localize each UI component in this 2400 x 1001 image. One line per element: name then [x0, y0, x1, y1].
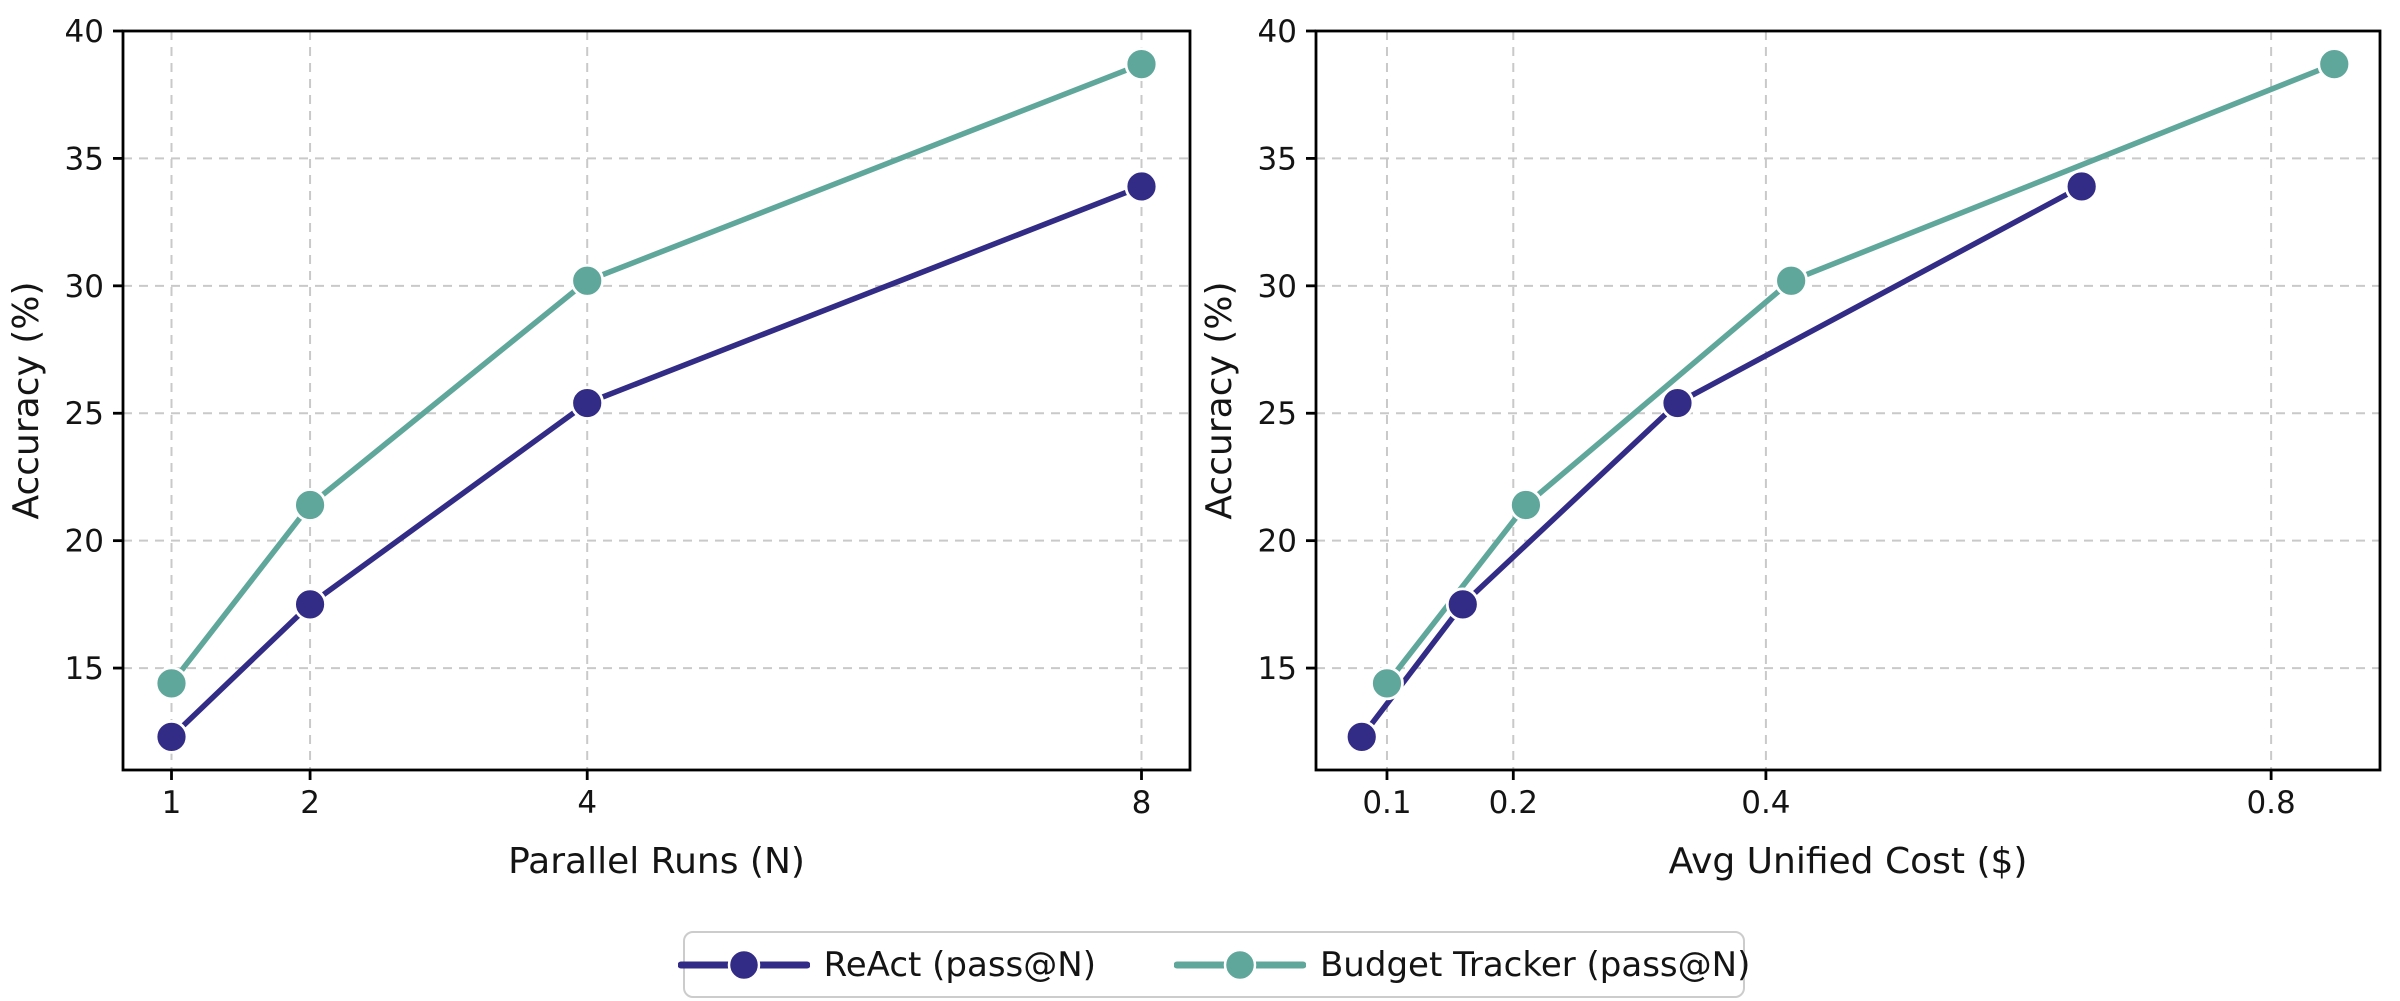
x-tick-label: 0.8: [2246, 785, 2295, 821]
y-tick-label: 20: [65, 524, 104, 560]
data-point-marker-0: [1124, 169, 1159, 204]
data-point-marker-0: [2064, 169, 2099, 204]
x-tick-label: 0.1: [1362, 785, 1411, 821]
series-line-0: [168, 183, 1145, 740]
data-point-marker-0: [570, 386, 605, 420]
data-point-marker-0: [1660, 386, 1695, 420]
y-axis-label: Accuracy (%): [6, 281, 47, 519]
y-tick-label: 35: [65, 141, 104, 177]
legend-marker-sample: [1223, 948, 1257, 981]
y-tick-label: 25: [1258, 396, 1297, 432]
plot-border: [121, 29, 1192, 772]
x-tick-label: 0.4: [1741, 785, 1790, 821]
data-point-marker-1: [1509, 488, 1543, 522]
y-tick-label: 35: [1258, 141, 1297, 177]
plot-border: [1314, 29, 2382, 772]
subplot-cost: 0.1 0.2 0.4 0.8 15 20 25 30 35 40 Avg Unified Cost…: [1199, 14, 2382, 882]
y-tick-label: 30: [65, 269, 104, 305]
y-tick-label: 30: [1258, 269, 1297, 305]
data-point-marker-1: [1774, 263, 1809, 298]
y-tick-label: 20: [1258, 524, 1297, 560]
data-point-marker-0: [1445, 587, 1480, 622]
data-point-marker-1: [570, 263, 605, 298]
legend-label: Budget Tracker (pass@N): [1319, 944, 1751, 985]
x-tick-label: 2: [300, 785, 320, 821]
y-tick-label: 15: [65, 651, 104, 687]
y-tick-label: 25: [65, 396, 104, 432]
y-tick-label: 15: [1258, 651, 1297, 687]
legend-label: ReAct (pass@N): [823, 944, 1096, 985]
data-point-marker-0: [293, 587, 327, 622]
legend-line-marker-sample: [1173, 948, 1306, 981]
series-line-1: [168, 61, 1145, 687]
data-point-marker-0: [1344, 719, 1379, 754]
legend-item-0: ReAct (pass@N): [677, 944, 1096, 985]
subplot-runs: 1 2 4 8 15 20 25 30 35 40 Parallel Runs (N) Accurac…: [6, 14, 1192, 882]
y-axis-label: Accuracy (%): [1199, 281, 1240, 519]
data-point-marker-1: [154, 666, 189, 701]
legend-item-1: Budget Tracker (pass@N): [1173, 944, 1751, 985]
data-point-marker-1: [1370, 666, 1404, 701]
legend-line-marker-sample: [677, 948, 810, 981]
x-tick-label: 0.2: [1489, 785, 1538, 821]
legend: ReAct (pass@N) Budget Tracker (pass@N): [677, 931, 1750, 998]
data-point-marker-0: [154, 719, 189, 754]
y-tick-label: 40: [65, 14, 104, 50]
x-tick-label: 1: [162, 785, 182, 821]
x-axis-label: Parallel Runs (N): [508, 841, 805, 882]
x-axis-label: Avg Unified Cost ($): [1669, 841, 2028, 882]
x-tick-label: 4: [577, 785, 597, 821]
data-point-marker-1: [2317, 47, 2352, 82]
series-line-0: [1358, 183, 2085, 740]
x-tick-label: 8: [1132, 785, 1152, 821]
data-point-marker-1: [1124, 47, 1159, 82]
series-line-1: [1384, 61, 2338, 687]
legend-marker-sample: [727, 948, 760, 981]
data-point-marker-1: [293, 488, 327, 522]
y-tick-label: 40: [1258, 14, 1297, 50]
